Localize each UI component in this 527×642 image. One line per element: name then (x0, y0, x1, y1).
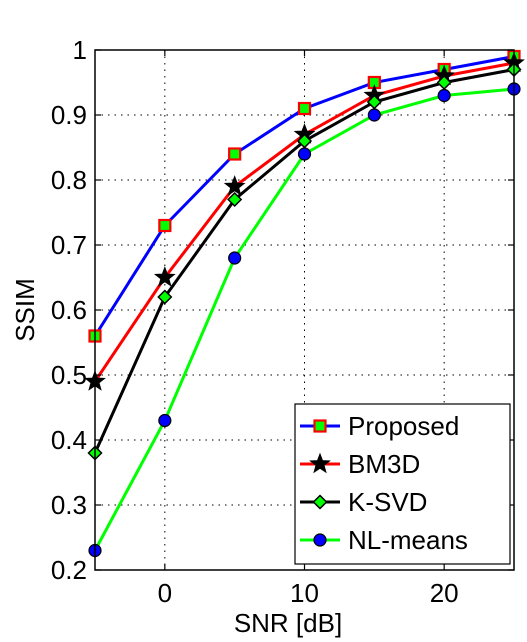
data-point-bm3d (153, 266, 176, 287)
series-nl-means (88, 82, 521, 558)
data-point-nl-means (297, 147, 312, 161)
y-tick-label: 0.4 (51, 425, 87, 455)
axis-ticks: 0 10 20 0.2 0.3 0.4 0.5 0.6 0.7 0.8 0.9 1 (51, 35, 514, 608)
legend-label-bm3d: BM3D (348, 449, 420, 479)
legend-label-proposed: Proposed (348, 411, 459, 441)
x-tick-label: 20 (430, 578, 459, 608)
data-point-nl-means (437, 88, 451, 103)
legend-item-bm3d: BM3D (300, 449, 420, 479)
legend: Proposed BM3D K-SVD NL-means (294, 403, 511, 565)
x-tick-label: 10 (290, 578, 319, 608)
y-tick-label: 0.2 (51, 555, 87, 585)
data-point-bm3d (223, 175, 246, 196)
y-tick-label: 0.3 (51, 490, 87, 520)
y-tick-label: 1 (73, 35, 87, 65)
y-axis-label: SSIM (10, 278, 40, 342)
series-k-svd (87, 61, 522, 461)
data-point-nl-means (367, 108, 381, 122)
legend-marker-bm3d (309, 452, 331, 474)
legend-marker-k-svd (312, 494, 328, 510)
data-point-k-svd (157, 289, 173, 305)
y-tick-label: 0.8 (51, 165, 87, 195)
data-point-nl-means (158, 413, 172, 428)
y-tick-label: 0.9 (51, 100, 87, 130)
data-point-nl-means (228, 251, 242, 265)
legend-item-proposed: Proposed (300, 411, 459, 441)
y-tick-label: 0.7 (51, 230, 87, 260)
x-axis-label: SNR [dB] (234, 608, 342, 638)
legend-marker-nl-means (313, 533, 327, 547)
legend-item-nl-means: NL-means (300, 525, 468, 555)
x-tick-label: 0 (158, 578, 172, 608)
plot-series (84, 49, 525, 558)
data-point-proposed (297, 101, 312, 116)
data-point-proposed (228, 147, 242, 161)
series-line-proposed (93, 55, 515, 337)
legend-marker-proposed (313, 419, 327, 433)
data-point-k-svd (227, 191, 243, 208)
legend-box (294, 403, 511, 565)
y-tick-label: 0.5 (51, 360, 87, 390)
y-tick-label: 0.6 (51, 295, 87, 325)
legend-item-k-svd: K-SVD (300, 487, 427, 517)
legend-label-k-svd: K-SVD (348, 487, 427, 517)
legend-label-nl-means: NL-means (348, 525, 468, 555)
data-point-proposed (158, 218, 172, 233)
